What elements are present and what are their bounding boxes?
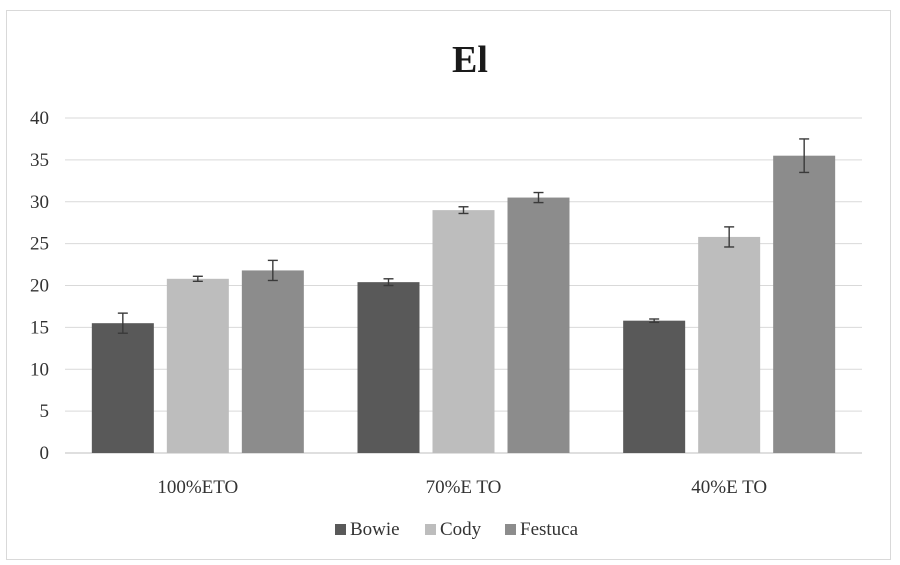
legend-label-cody: Cody	[440, 519, 482, 540]
legend-label-festuca: Festuca	[520, 519, 579, 540]
x-category-label: 40%E TO	[691, 477, 767, 498]
y-tick-label: 30	[30, 192, 49, 213]
y-tick-label: 5	[40, 401, 50, 422]
x-category-label: 70%E TO	[426, 477, 502, 498]
legend-swatch-festuca	[505, 524, 516, 535]
y-tick-label: 20	[30, 276, 49, 297]
bar-bowie-1	[92, 323, 154, 453]
y-tick-label: 15	[30, 317, 49, 338]
bar-cody-3	[698, 237, 760, 453]
y-tick-label: 35	[30, 150, 49, 171]
bar-festuca-1	[242, 270, 304, 453]
bar-bowie-2	[358, 282, 420, 453]
bar-cody-2	[433, 210, 495, 453]
chart-title: El	[452, 39, 488, 81]
legend-swatch-cody	[425, 524, 436, 535]
bar-bowie-3	[623, 321, 685, 453]
legend-swatch-bowie	[335, 524, 346, 535]
y-tick-label: 40	[30, 108, 49, 129]
x-category-label: 100%ETO	[157, 477, 238, 498]
bar-festuca-3	[773, 156, 835, 453]
bar-festuca-2	[508, 198, 570, 453]
y-tick-label: 0	[40, 443, 50, 464]
legend-label-bowie: Bowie	[350, 519, 400, 540]
bar-cody-1	[167, 279, 229, 453]
y-tick-label: 10	[30, 359, 49, 380]
y-tick-label: 25	[30, 234, 49, 255]
